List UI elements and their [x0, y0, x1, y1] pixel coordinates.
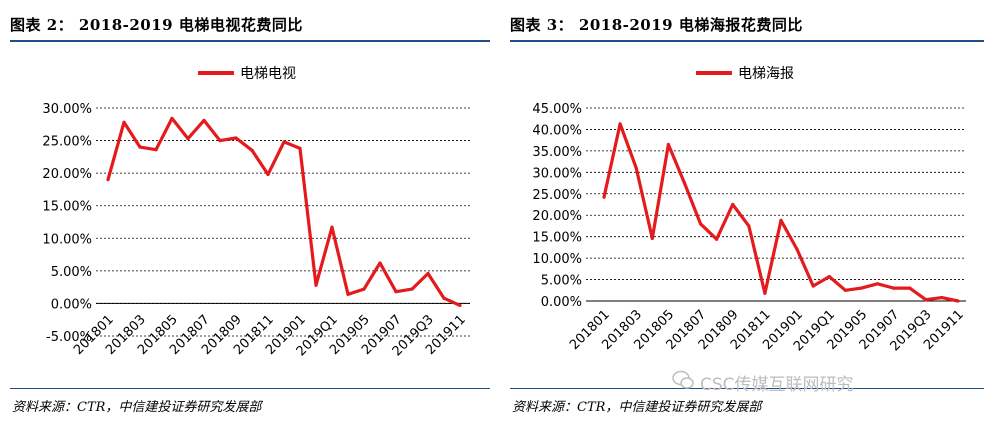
- data-point: [618, 122, 622, 126]
- data-point: [394, 290, 398, 294]
- data-point: [892, 286, 896, 290]
- y-tick-label: 10.00%: [42, 232, 92, 247]
- y-tick-label: 20.00%: [532, 209, 582, 224]
- y-tick-label: 5.00%: [541, 274, 582, 289]
- data-point: [763, 291, 767, 295]
- data-point: [266, 172, 270, 177]
- data-point: [458, 303, 462, 307]
- legend-label: 电梯海报: [738, 66, 794, 82]
- wechat-icon: [672, 370, 694, 389]
- data-point: [843, 288, 847, 292]
- data-point: [378, 261, 382, 265]
- right-source-rule: [510, 388, 984, 389]
- left-source-note: 资料来源：CTR，中信建投证券研究发展部: [12, 400, 262, 415]
- y-tick-label: 0.00%: [541, 295, 582, 310]
- data-point: [186, 137, 190, 141]
- y-tick-label: 0.00%: [51, 297, 92, 312]
- watermark: CSC传媒互联网研究: [700, 375, 854, 395]
- y-tick-label: -5.00%: [46, 330, 92, 345]
- data-point: [779, 218, 783, 222]
- data-point: [442, 296, 446, 300]
- data-point: [298, 146, 302, 150]
- y-tick-label: 15.00%: [532, 231, 582, 246]
- data-point: [731, 202, 735, 207]
- left-line-chart: 电梯电视 30.00% 25.00% 20.00% 15.00% 10.00% 5.00% 0…: [42, 66, 470, 359]
- data-point: [682, 181, 687, 185]
- right-chart-panel: 图表 3： 2018-2019 电梯海报花费同比 电梯海报 45.00% 40.00…: [500, 0, 984, 424]
- y-tick-label: 25.00%: [42, 135, 92, 150]
- y-tick-label: 35.00%: [532, 145, 582, 160]
- data-point: [202, 118, 206, 122]
- y-tick-label: 25.00%: [532, 188, 582, 203]
- y-tick-label: 15.00%: [42, 200, 92, 215]
- y-tick-label: 30.00%: [532, 166, 582, 181]
- right-title-rule: [510, 40, 984, 42]
- left-source-rule: [10, 388, 490, 389]
- y-tick-label: 30.00%: [42, 102, 92, 117]
- data-point: [715, 237, 719, 241]
- data-point: [875, 282, 880, 286]
- data-point: [650, 236, 654, 240]
- data-point: [426, 271, 430, 276]
- series-line: [106, 116, 461, 307]
- data-point: [747, 224, 751, 228]
- data-point: [346, 292, 350, 296]
- data-point: [282, 140, 286, 144]
- data-point: [908, 286, 912, 290]
- data-point: [811, 284, 815, 288]
- data-point: [250, 148, 254, 152]
- data-point: [666, 142, 670, 147]
- data-point: [106, 178, 110, 182]
- data-point: [956, 299, 960, 303]
- data-point: [940, 295, 944, 300]
- y-tick-label: 5.00%: [51, 265, 92, 280]
- data-point: [330, 225, 334, 229]
- data-point: [122, 120, 126, 124]
- left-chart-panel: 图表 2： 2018-2019 电梯电视花费同比 电梯电视 30.00% 25.00…: [0, 0, 490, 424]
- data-point: [698, 222, 703, 226]
- data-point: [138, 145, 142, 149]
- y-tick-label: 45.00%: [532, 102, 582, 117]
- data-point: [634, 166, 638, 170]
- right-line-chart: 电梯海报 45.00% 40.00% 35.00% 30.00% 25.00% 20.00%…: [532, 66, 966, 354]
- data-point: [314, 283, 318, 287]
- data-point: [924, 298, 928, 302]
- y-tick-label: 10.00%: [532, 252, 582, 267]
- data-point: [170, 116, 174, 121]
- left-figure-title: 图表 2： 2018-2019 电梯电视花费同比: [10, 16, 303, 34]
- data-point: [795, 247, 799, 252]
- y-tick-label: 20.00%: [42, 167, 92, 182]
- legend-label: 电梯电视: [240, 66, 296, 82]
- data-point: [362, 287, 366, 291]
- right-figure-title: 图表 3： 2018-2019 电梯海报花费同比: [510, 16, 803, 34]
- y-tick-label: 40.00%: [532, 123, 582, 138]
- data-point: [234, 136, 238, 140]
- data-point: [859, 286, 864, 290]
- right-source-note: 资料来源：CTR，中信建投证券研究发展部: [512, 400, 762, 415]
- series-line: [602, 122, 959, 303]
- data-point: [154, 148, 158, 152]
- data-point: [827, 274, 831, 279]
- data-point: [602, 195, 606, 199]
- data-point: [218, 138, 222, 143]
- left-title-rule: [10, 40, 490, 42]
- data-point: [410, 287, 414, 291]
